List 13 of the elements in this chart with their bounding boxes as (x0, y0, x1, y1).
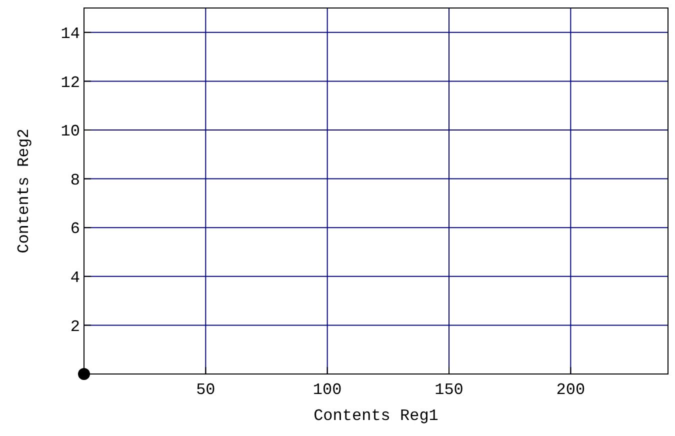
x-tick-label: 200 (556, 381, 586, 399)
y-tick-label: 8 (70, 171, 80, 190)
x-tick-label: 50 (196, 381, 216, 399)
x-axis-title: Contents Reg1 (314, 407, 438, 425)
x-tick-label: 100 (312, 381, 342, 399)
y-tick-label: 10 (60, 122, 80, 141)
y-tick-label: 4 (70, 269, 80, 287)
y-tick-label: 12 (60, 74, 80, 92)
y-tick-label: 6 (70, 220, 80, 238)
y-axis-title: Contents Reg2 (15, 128, 33, 254)
x-tick-label: 150 (434, 381, 464, 399)
y-tick-label: 14 (60, 25, 80, 43)
y-tick-label: 2 (70, 318, 80, 336)
